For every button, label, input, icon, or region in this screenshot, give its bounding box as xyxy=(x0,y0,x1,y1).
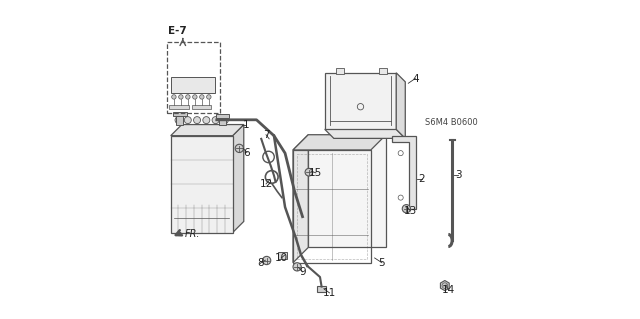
Bar xyxy=(293,150,371,263)
Text: 8: 8 xyxy=(257,258,264,268)
Bar xyxy=(170,105,189,109)
Circle shape xyxy=(207,95,211,99)
Text: 11: 11 xyxy=(323,288,336,298)
Bar xyxy=(278,252,287,259)
Circle shape xyxy=(172,95,176,99)
Text: 14: 14 xyxy=(442,286,455,295)
Text: 9: 9 xyxy=(300,267,306,277)
Bar xyxy=(173,112,187,116)
Text: 5: 5 xyxy=(379,258,385,268)
Bar xyxy=(216,114,230,118)
Circle shape xyxy=(212,117,219,123)
Text: 13: 13 xyxy=(404,206,417,216)
Polygon shape xyxy=(233,124,244,233)
Bar xyxy=(297,154,367,259)
Polygon shape xyxy=(392,136,415,209)
Polygon shape xyxy=(324,129,405,138)
Text: 6: 6 xyxy=(244,147,250,158)
Bar xyxy=(379,68,387,74)
Polygon shape xyxy=(293,135,386,150)
Polygon shape xyxy=(308,135,386,248)
Text: 4: 4 xyxy=(412,73,419,84)
Circle shape xyxy=(200,95,204,99)
Bar xyxy=(324,73,396,129)
Circle shape xyxy=(203,117,210,123)
Text: 3: 3 xyxy=(455,170,461,180)
Polygon shape xyxy=(171,124,244,136)
Bar xyxy=(167,42,220,114)
Text: 12: 12 xyxy=(259,179,273,189)
Circle shape xyxy=(305,168,313,176)
Text: 1: 1 xyxy=(243,120,250,130)
Bar xyxy=(220,118,227,124)
Polygon shape xyxy=(293,135,308,263)
Text: 2: 2 xyxy=(419,174,425,183)
Circle shape xyxy=(262,256,271,265)
Circle shape xyxy=(293,263,301,271)
Circle shape xyxy=(403,204,410,213)
Circle shape xyxy=(186,95,190,99)
Circle shape xyxy=(235,144,243,152)
Text: E-7: E-7 xyxy=(168,26,187,36)
Bar xyxy=(193,105,211,109)
Text: S6M4 B0600: S6M4 B0600 xyxy=(426,118,478,128)
Bar xyxy=(171,77,215,93)
Text: 10: 10 xyxy=(275,253,288,263)
Text: 7: 7 xyxy=(262,130,269,140)
Circle shape xyxy=(179,95,183,99)
Bar xyxy=(317,286,326,292)
Circle shape xyxy=(184,117,191,123)
Text: 15: 15 xyxy=(309,168,323,178)
Bar xyxy=(171,136,233,233)
Bar xyxy=(177,116,184,124)
Circle shape xyxy=(193,95,197,99)
Bar xyxy=(336,68,344,74)
Circle shape xyxy=(175,117,182,123)
Circle shape xyxy=(193,117,200,123)
Circle shape xyxy=(221,117,228,123)
Polygon shape xyxy=(396,73,405,138)
Polygon shape xyxy=(440,280,449,291)
Text: FR.: FR. xyxy=(184,229,200,239)
